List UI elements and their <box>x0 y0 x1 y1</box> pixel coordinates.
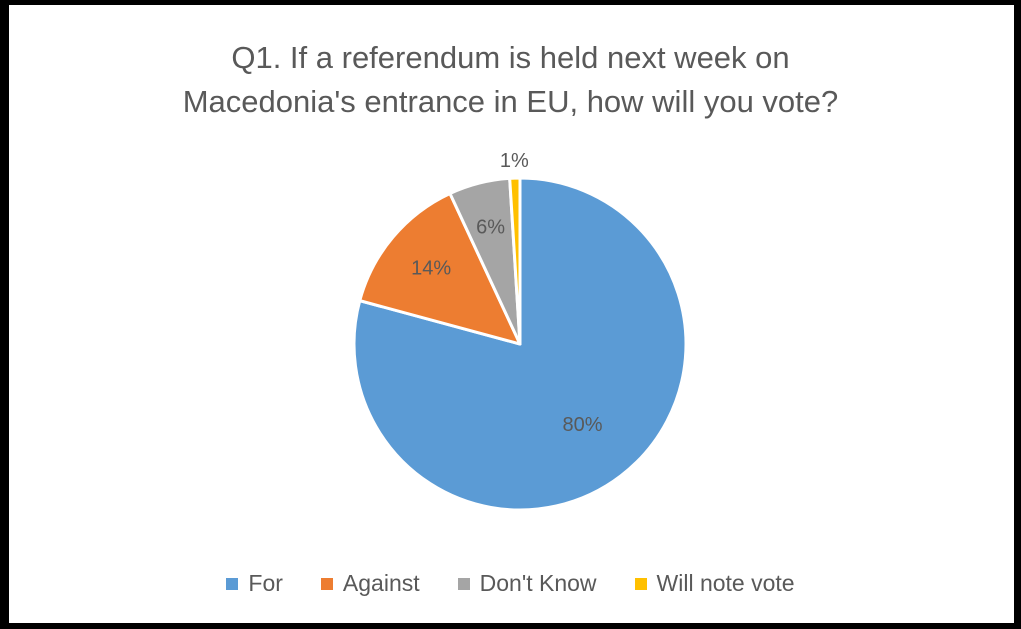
legend-swatch-against <box>320 577 333 590</box>
legend-entry-will-note-vote: Will note vote <box>634 570 795 597</box>
pie-slice-will-note-vote <box>508 176 522 346</box>
pie-slice-for <box>352 176 688 512</box>
legend-swatch-dont-know <box>457 577 470 590</box>
pie-label-against: 14% <box>411 257 451 279</box>
chart-title-line-1: Q1. If a referendum is held next week on <box>231 40 790 75</box>
chart-title: Q1. If a referendum is held next week on… <box>0 36 1021 124</box>
legend-swatch-will-note-vote <box>634 577 647 590</box>
pie-slice-against <box>358 191 522 346</box>
legend-entry-dont-know: Don't Know <box>457 570 597 597</box>
legend-label-will-note-vote: Will note vote <box>656 570 795 596</box>
pie-label-dont-know: 6% <box>476 216 505 238</box>
legend-label-dont-know: Don't Know <box>479 570 597 596</box>
chart-legend: For Against Don't Know Will note vote <box>0 570 1021 597</box>
legend-swatch-for <box>226 577 239 590</box>
pie-label-for: 80% <box>563 414 603 436</box>
legend-label-against: Against <box>342 570 420 596</box>
legend-entry-for: For <box>226 570 283 597</box>
legend-label-for: For <box>248 570 283 596</box>
legend-entry-against: Against <box>320 570 420 597</box>
pie-label-will-note-vote: 1% <box>500 150 529 172</box>
chart-title-line-2: Macedonia's entrance in EU, how will you… <box>182 84 839 119</box>
